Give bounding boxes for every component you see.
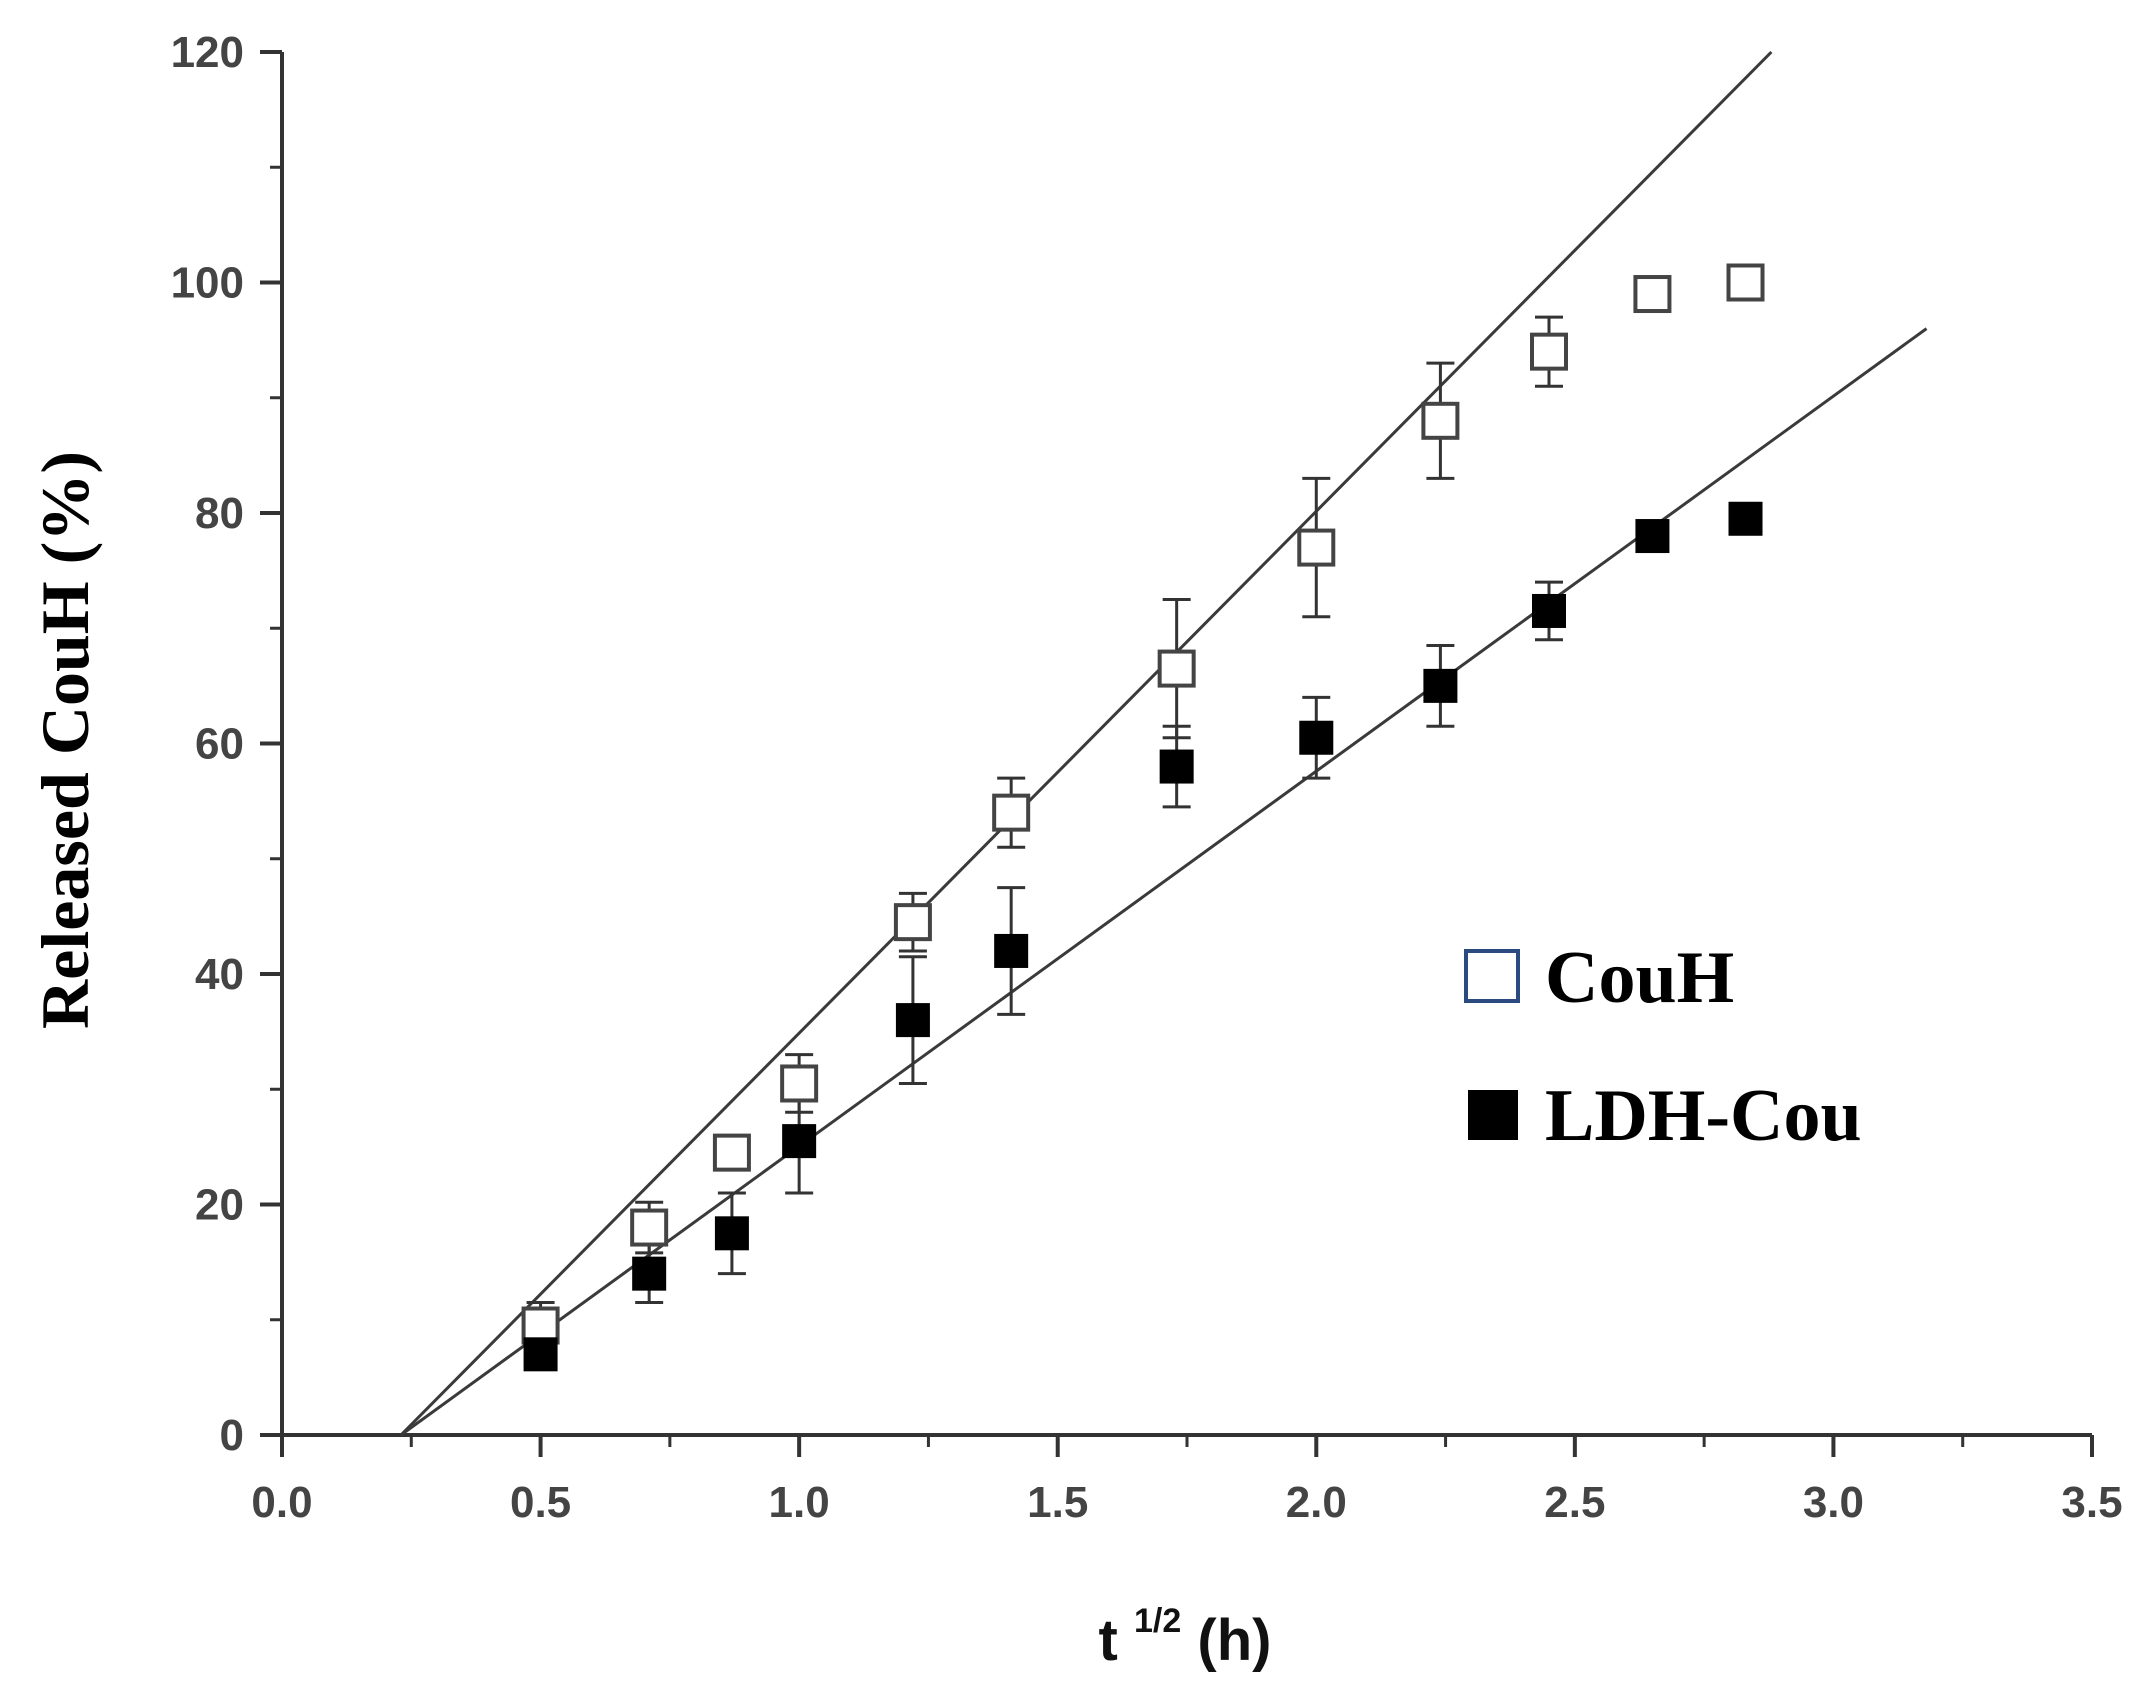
point-couh [1157,649,1196,688]
fit-line-couh [399,50,1773,1437]
x-axis-label-unit: (h) [1197,1608,1271,1673]
x-axis-label: t 1/2 (h) [1099,1580,1272,1673]
point-ldh-cou [782,1124,817,1159]
point-couh [630,1208,669,1247]
y-tick-label: 40 [195,950,244,999]
point-couh [521,1306,560,1345]
y-tick-label: 0 [220,1411,244,1460]
x-tick-label: 2.5 [1544,1478,1605,1527]
point-ldh-cou [1635,519,1670,554]
x-tick-label: 0.0 [251,1478,312,1527]
fit-line-ldh-cou [400,327,1928,1437]
x-tick-label: 2.0 [1286,1478,1347,1527]
x-axis-label-sup: 1/2 [1134,1602,1181,1640]
x-axis-label-base: t [1099,1608,1118,1673]
legend-marker-ldh-cou [1468,1090,1518,1140]
y-tick-label: 120 [171,28,244,77]
point-couh [1530,332,1568,371]
point-couh [893,903,932,942]
point-ldh-cou [1423,668,1458,703]
point-ldh-cou [895,1003,930,1038]
point-ldh-cou [632,1256,667,1291]
point-couh [780,1064,819,1103]
y-tick-label: 100 [171,259,244,308]
x-tick-label: 1.5 [1027,1478,1088,1527]
x-tick-label: 3.0 [1803,1478,1864,1527]
point-couh [1297,528,1336,567]
point-ldh-cou [994,933,1029,968]
point-ldh-cou [1299,720,1334,755]
point-ldh-cou [1728,501,1763,536]
y-tick-label: 20 [195,1181,244,1230]
x-tick-label: 0.5 [510,1478,571,1527]
point-ldh-cou [523,1337,558,1372]
legend: CouH LDH-Cou [1464,937,1862,1157]
y-tick-label: 80 [195,489,244,538]
point-couh [712,1133,751,1172]
point-ldh-cou [714,1216,749,1251]
point-couh [1633,275,1672,314]
y-axis-label: Released CouH (%) [27,451,103,1029]
x-tick-label: 1.0 [769,1478,830,1527]
x-tick-label: 3.5 [2061,1478,2122,1527]
point-ldh-cou [1532,593,1566,628]
point-couh [1421,401,1460,440]
point-couh [992,793,1031,832]
fit-lines [399,50,1928,1437]
data-points [521,263,1765,1372]
legend-label-couh: CouH [1545,937,1734,1019]
axes: 0.0 0.5 1.0 1.5 2.0 2.5 3.0 3.5 0 20 40 60 80 100 120 [171,28,2123,1527]
point-ldh-cou [1159,749,1194,784]
legend-label-ldh-cou: LDH-Cou [1545,1075,1862,1157]
legend-marker-couh [1464,949,1520,1003]
y-tick-label: 60 [195,720,244,769]
point-couh [1726,263,1765,302]
